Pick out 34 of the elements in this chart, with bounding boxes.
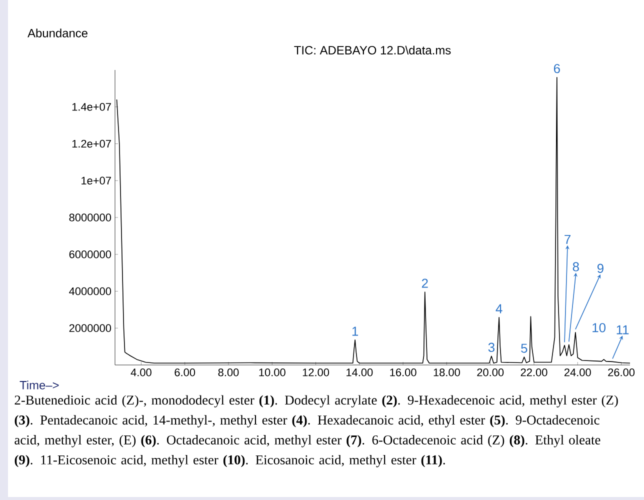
annotation: 10 (592, 323, 606, 332)
x-tick-label: 6.00 (174, 368, 196, 376)
annotation: 7 (564, 234, 570, 244)
x-tick-label: 20.00 (477, 368, 504, 376)
annotation: 4 (496, 304, 502, 314)
y-tick-label: 6000000 (69, 250, 112, 258)
annotation: 6 (554, 64, 560, 74)
chart-title: TIC: ADEBAYO 12.D\data.ms (294, 46, 451, 54)
annotation: 2 (422, 278, 428, 288)
y-tick-label: 2000000 (69, 324, 112, 332)
y-axis-title: Abundance (28, 28, 88, 38)
y-tick-label: 4000000 (69, 287, 112, 296)
x-tick-label: 24.00 (564, 368, 591, 376)
annotation: 8 (572, 262, 579, 272)
x-tick-label: 4.00 (130, 368, 152, 376)
x-tick-label: 18.00 (434, 368, 460, 376)
x-tick-label: 10.00 (259, 368, 286, 376)
y-tick-label: 8000000 (69, 214, 112, 222)
y-tick-label: 1e+07 (82, 176, 111, 184)
annotation: 11 (616, 325, 629, 334)
x-tick-label: 8.00 (218, 368, 239, 376)
x-tick-label: 12.00 (302, 368, 330, 376)
annotation: 3 (488, 342, 494, 352)
annotation: 1 (352, 326, 358, 336)
y-tick-label: 1.4e+07 (72, 102, 111, 111)
y-tick-label: 1.2e+07 (72, 140, 111, 148)
x-axis-title: Time–> (20, 380, 59, 390)
x-tick-label: 16.00 (390, 368, 416, 376)
x-tick-label: 22.00 (520, 368, 548, 376)
x-tick-label: 14.00 (346, 368, 373, 376)
x-tick-label: 26.00 (608, 368, 635, 376)
annotation: 9 (597, 264, 604, 273)
text: 2-Butenedioic acid (Z)-, monododecyl ester (1). Dodecyl acrylate (2). 9-Hexadecenoic acid, methyl ester (Z) (3). Pentadecanoic acid, 14-methyl-, methyl ester (4). Hexadecanoic acid, ethyl ester (5). 9-Octadecenoic acid, methyl ester, (E) (6). Octadecanoic acid, methyl ester (7). 6-Octadecenoic acid (Z) (8). Ethyl oleate (9). 11-Eicosenoic acid, methyl ester (10). Eicosanoic acid, methyl ester (11). (14, 395, 618, 468)
annotation: 5 (521, 344, 528, 353)
